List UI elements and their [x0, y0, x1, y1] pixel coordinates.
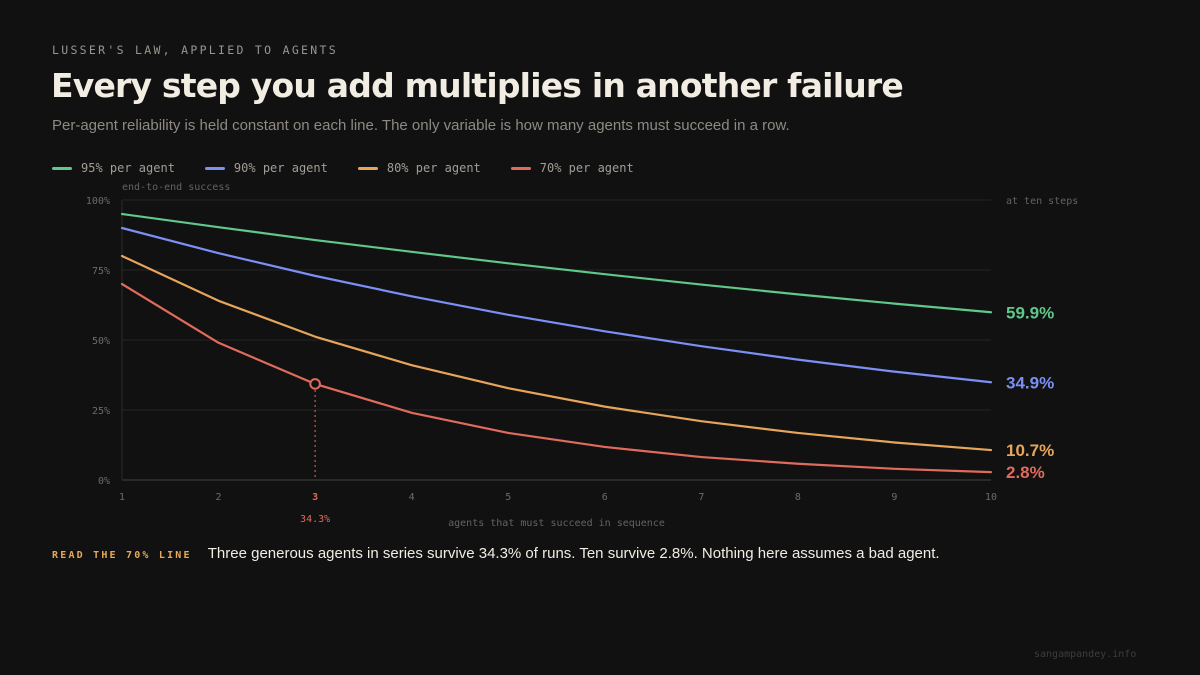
- callout-label: READ THE 70% LINE: [52, 550, 192, 561]
- end-label-header: at ten steps: [1006, 196, 1078, 207]
- callout-text: Three generous agents in series survive …: [207, 545, 940, 562]
- series-line-70: [120, 282, 993, 474]
- line-chart: 0% 25% 50% 75% 100% end-to-end success at ten …: [86, 182, 1078, 529]
- y-tick-label: 25%: [92, 406, 110, 417]
- x-tick-label: 9: [891, 492, 897, 503]
- x-tick-label: 1: [119, 492, 125, 503]
- series-line-80: [120, 254, 993, 452]
- x-axis-label: agents that must succeed in sequence: [448, 518, 665, 529]
- page-subtitle: Per-agent reliability is held constant o…: [52, 117, 790, 134]
- legend-item-70: 70% per agent: [510, 161, 634, 175]
- chart-legend: 95% per agent 90% per agent 80% per agen…: [52, 161, 634, 175]
- page-title: Every step you add multiplies in another…: [51, 66, 904, 105]
- end-value-label: 34.9%: [1006, 373, 1054, 392]
- eyebrow: LUSSER'S LAW, APPLIED TO AGENTS: [52, 43, 338, 57]
- highlight-point: [309, 378, 321, 390]
- x-tick-label: 5: [505, 492, 511, 503]
- series-line-95: [120, 212, 993, 314]
- end-value-label: 10.7%: [1006, 441, 1054, 460]
- legend-label: 70% per agent: [539, 161, 634, 175]
- x-tick-label: 10: [985, 492, 997, 503]
- legend-swatch: [357, 166, 378, 170]
- footer-credit: sangampandey.info: [1034, 649, 1137, 660]
- x-tick-label: 6: [602, 492, 608, 503]
- y-tick-label: 50%: [92, 336, 110, 347]
- y-axis-label: end-to-end success: [122, 182, 230, 193]
- series-line-90: [120, 226, 993, 384]
- callout-note: READ THE 70% LINE Three generous agents …: [52, 545, 940, 562]
- x-tick-label: 2: [216, 492, 222, 503]
- legend-label: 95% per agent: [81, 161, 175, 175]
- y-tick-label: 0%: [98, 476, 110, 487]
- x-tick-label: 8: [795, 492, 801, 503]
- legend-label: 80% per agent: [386, 161, 481, 175]
- legend-item-95: 95% per agent: [52, 161, 175, 175]
- legend-swatch: [204, 166, 225, 170]
- y-tick-label: 75%: [92, 266, 110, 277]
- legend-label: 90% per agent: [233, 161, 328, 175]
- x-tick-label: 3: [312, 492, 318, 503]
- end-value-label: 59.9%: [1006, 303, 1054, 322]
- legend-swatch: [510, 166, 531, 170]
- y-tick-label: 100%: [86, 196, 110, 207]
- legend-item-90: 90% per agent: [204, 161, 328, 175]
- x-tick-label: 4: [409, 492, 415, 503]
- end-value-label: 2.8%: [1006, 463, 1045, 482]
- highlight-value-label: 34.3%: [300, 514, 330, 525]
- legend-swatch: [52, 166, 72, 170]
- x-tick-label: 7: [698, 492, 704, 503]
- legend-item-80: 80% per agent: [357, 161, 481, 175]
